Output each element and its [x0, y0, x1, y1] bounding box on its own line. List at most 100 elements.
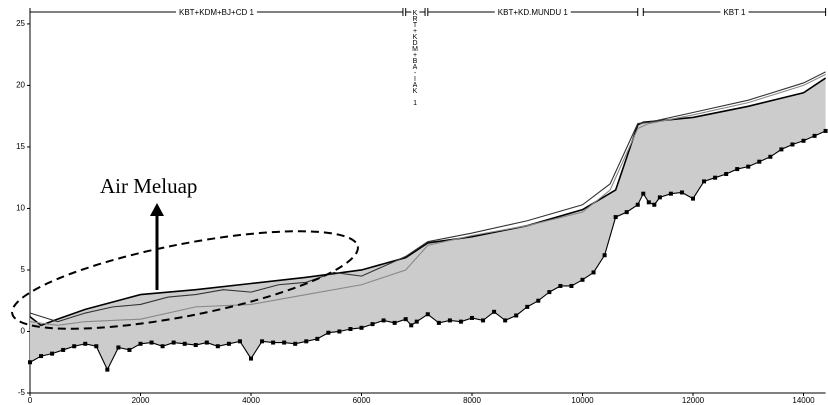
profile-line [29, 73, 826, 326]
point-marker [414, 319, 419, 324]
point-marker [558, 283, 563, 288]
point-marker [260, 339, 265, 344]
point-marker [182, 341, 187, 346]
point-marker [641, 191, 646, 196]
point-marker [171, 340, 176, 345]
point-marker [127, 347, 132, 352]
reach-label: KBT+KDM+BJ+CD 1 [179, 8, 254, 17]
point-marker [757, 159, 762, 164]
point-marker [359, 325, 364, 330]
y-tick-label: 5 [21, 265, 26, 274]
point-marker [149, 340, 154, 345]
point-marker [348, 327, 353, 332]
point-marker [713, 175, 718, 180]
x-tick-label: 10000 [571, 396, 594, 405]
profile-line [29, 77, 827, 327]
point-marker [226, 341, 231, 346]
point-marker [503, 318, 508, 323]
y-tick-label: 25 [16, 19, 25, 28]
point-marker [94, 344, 99, 349]
point-marker [779, 147, 784, 152]
point-marker [702, 179, 707, 184]
point-marker [580, 277, 585, 282]
point-marker [668, 191, 673, 196]
point-marker [370, 322, 375, 327]
x-tick-label: 6000 [353, 396, 371, 405]
point-marker [735, 167, 740, 172]
reach-label-bg [176, 8, 257, 17]
point-marker [293, 341, 298, 346]
point-marker [652, 202, 657, 207]
point-marker [481, 318, 486, 323]
point-marker [790, 142, 795, 147]
y-tick-label: 20 [16, 81, 25, 90]
point-marker [514, 313, 519, 318]
annotation-arrowhead [150, 203, 164, 216]
point-marker [271, 340, 276, 345]
point-marker [470, 315, 474, 320]
point-marker [381, 318, 386, 323]
point-marker [403, 317, 408, 322]
point-marker [536, 298, 541, 303]
point-marker [237, 339, 242, 344]
point-marker [282, 340, 287, 345]
point-marker [646, 200, 651, 205]
point-marker [116, 345, 121, 350]
point-marker [50, 351, 55, 356]
profile-line [29, 71, 826, 323]
y-tick-label: -5 [18, 388, 26, 397]
channel-area [30, 78, 826, 370]
point-marker [569, 283, 574, 288]
point-marker [138, 341, 143, 346]
reach-label: KBT+KD.MUNDU 1 [498, 8, 569, 17]
point-marker [657, 195, 662, 200]
point-marker [547, 290, 552, 295]
x-tick-label: 4000 [242, 396, 260, 405]
point-marker [326, 330, 331, 335]
point-marker [801, 138, 806, 143]
point-marker [160, 344, 165, 349]
profile-line [29, 130, 826, 371]
y-tick-label: 15 [16, 142, 25, 151]
point-marker [679, 190, 684, 195]
point-marker [447, 318, 452, 323]
x-tick-label: 14000 [792, 396, 815, 405]
point-marker [436, 320, 441, 325]
point-marker [613, 215, 618, 220]
point-marker [635, 202, 640, 207]
point-marker [72, 344, 77, 349]
point-marker [768, 154, 773, 159]
point-marker [492, 309, 497, 314]
reach-label-bg [411, 10, 420, 122]
point-marker [409, 323, 414, 328]
point-marker [315, 336, 320, 341]
point-marker [39, 354, 44, 359]
y-tick-label: 0 [21, 327, 26, 336]
point-marker [591, 270, 596, 275]
point-marker [458, 319, 463, 324]
reach-label-bg [494, 8, 571, 17]
point-marker [105, 367, 110, 372]
point-marker [724, 172, 729, 177]
point-marker [204, 340, 209, 345]
y-tick-label: 10 [16, 204, 25, 213]
point-marker [28, 360, 32, 365]
point-marker [337, 329, 342, 334]
point-marker [746, 164, 751, 169]
reach-label: KBT 1 [723, 8, 746, 17]
point-marker [83, 341, 88, 346]
point-marker [249, 356, 253, 361]
point-marker [193, 343, 198, 348]
point-marker [61, 347, 66, 352]
x-tick-label: 0 [28, 396, 33, 405]
x-tick-label: 12000 [682, 396, 705, 405]
x-tick-label: 8000 [463, 396, 481, 405]
point-marker [304, 339, 309, 344]
point-marker [812, 133, 817, 138]
point-marker [392, 320, 397, 325]
point-marker [823, 128, 828, 133]
overflow-ellipse [11, 230, 359, 330]
reach-label-bg [720, 8, 749, 17]
point-marker [425, 312, 430, 317]
